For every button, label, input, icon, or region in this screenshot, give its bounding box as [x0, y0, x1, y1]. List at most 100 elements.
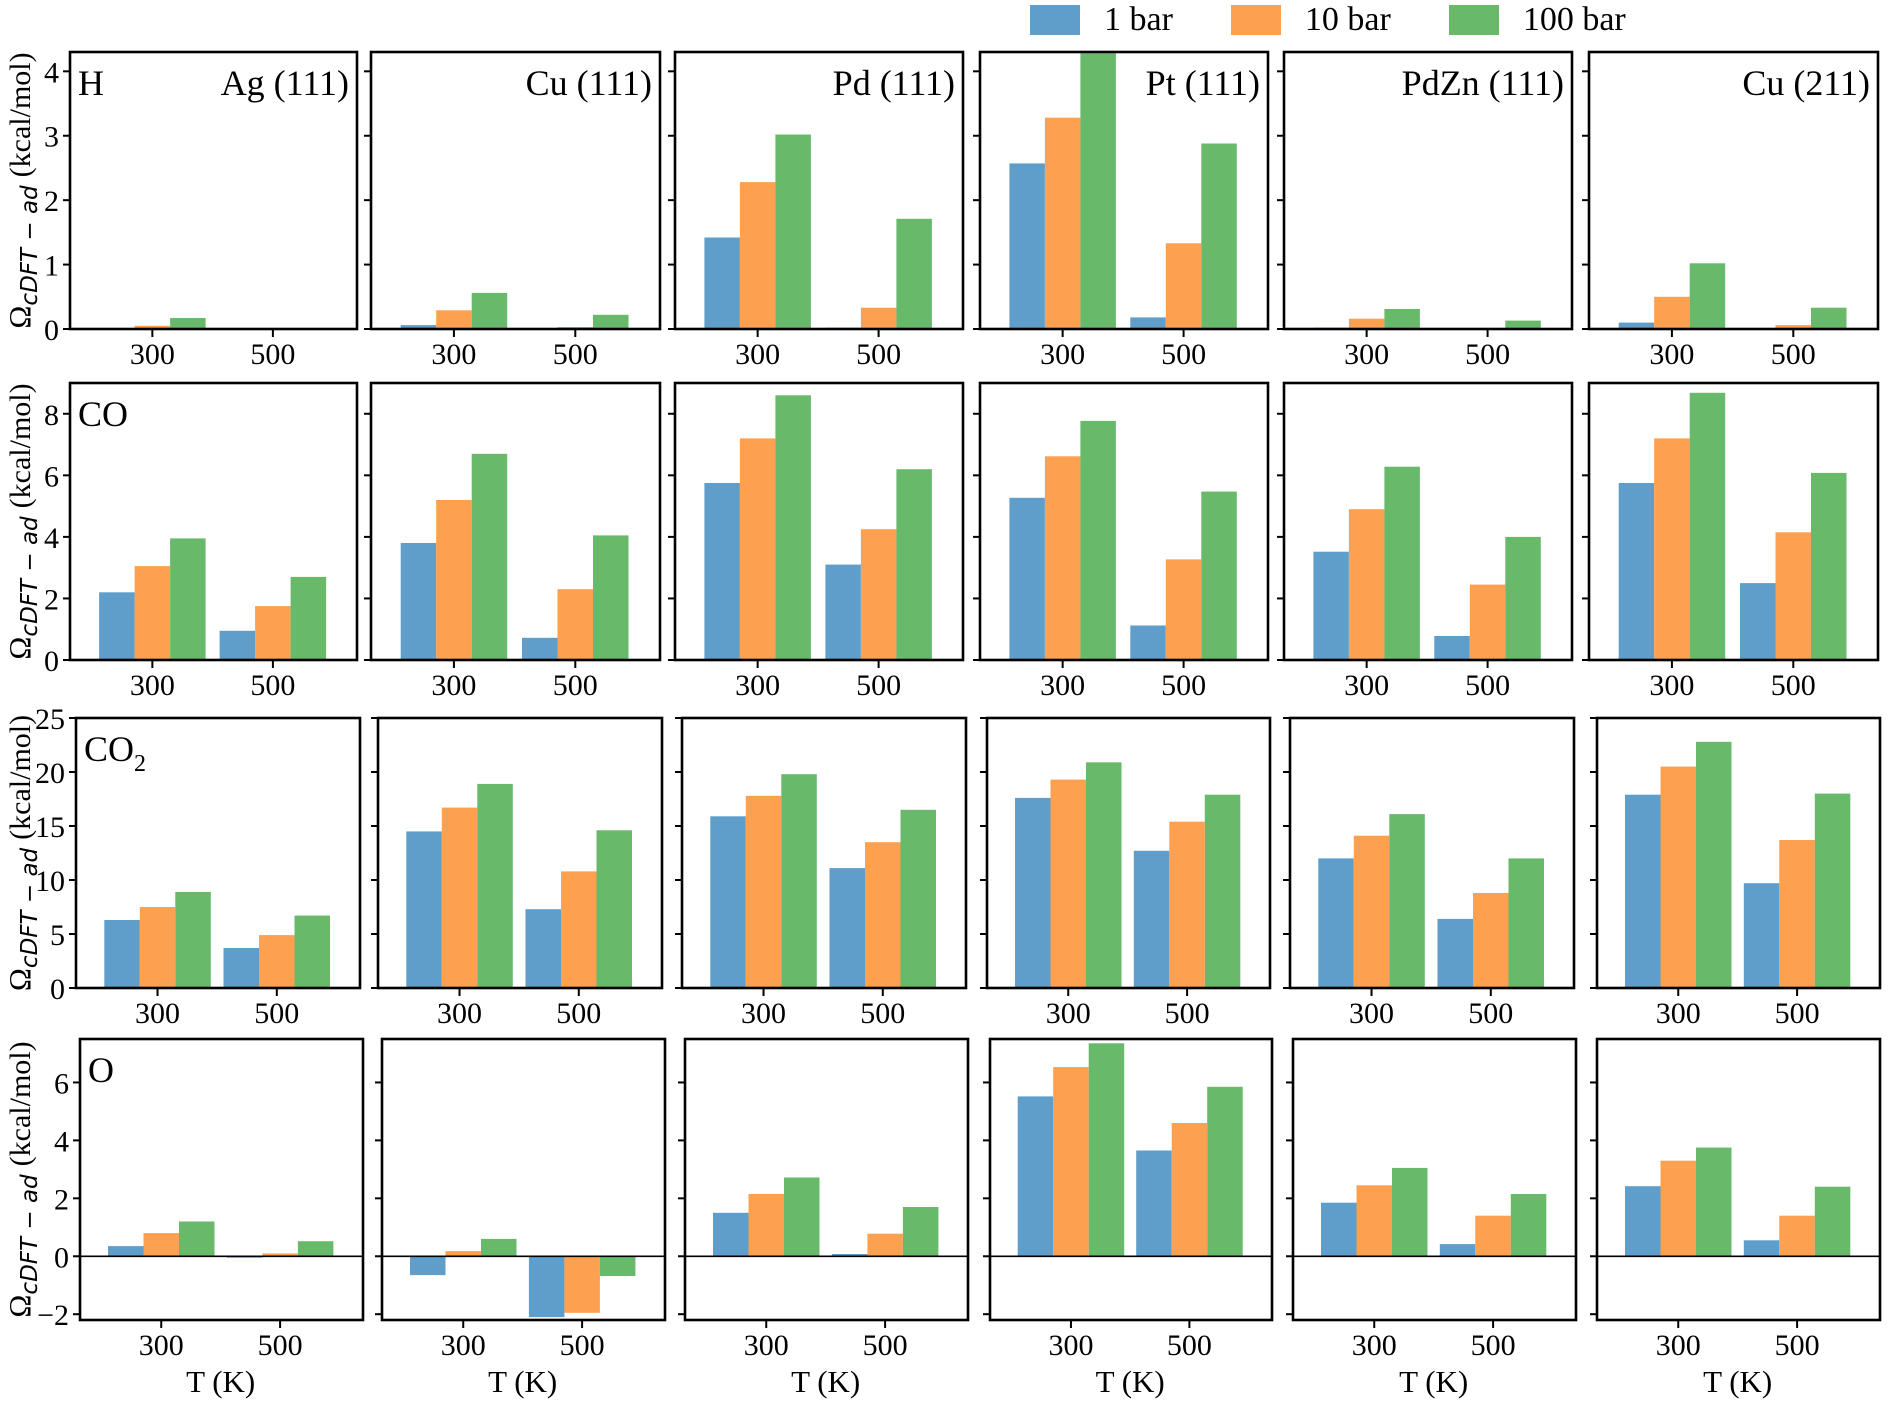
- bar-10-bar-500: [865, 842, 901, 988]
- y-tick-label: 6: [44, 460, 59, 493]
- x-tick-label-500: 500: [553, 669, 598, 702]
- y-tick-label: 1: [44, 250, 59, 283]
- legend-item-1-bar: 1 bar: [1030, 1, 1173, 39]
- bar-1-bar-300: [1009, 497, 1045, 660]
- bar-10-bar-500: [564, 1256, 600, 1313]
- bar-1-bar-500: [1434, 636, 1470, 660]
- bar-10-bar-300: [1654, 296, 1690, 329]
- bar-1-bar-500: [829, 868, 865, 988]
- bar-100-bar-300: [1086, 762, 1122, 988]
- bar-100-bar-500: [1814, 1186, 1851, 1257]
- y-tick-label: 20: [35, 757, 65, 790]
- panel-frame: [673, 381, 965, 662]
- bar-100-bar-300: [481, 1238, 517, 1257]
- bar-10-bar-500: [259, 935, 295, 988]
- x-tick-label-500: 500: [254, 997, 299, 1030]
- bar-100-bar-500: [1814, 793, 1851, 988]
- y-tick-label: 0: [44, 314, 59, 347]
- x-axis-label: T (K): [1096, 1364, 1165, 1399]
- bar-10-bar-300: [1654, 438, 1690, 660]
- x-tick-label-300: 300: [135, 997, 180, 1030]
- x-tick-label-500: 500: [1465, 669, 1510, 702]
- x-tick-label-300: 300: [735, 669, 780, 702]
- x-tick-label-500: 500: [1775, 1329, 1820, 1362]
- adsorbate-label-co: CO: [78, 394, 128, 434]
- bar-10-bar-500: [1171, 1123, 1208, 1257]
- x-tick-label-500: 500: [1161, 338, 1206, 371]
- x-tick-label-500: 500: [1775, 997, 1820, 1030]
- y-axis-label-subscript: cDFT − ad: [17, 516, 43, 637]
- x-tick-label-500: 500: [556, 997, 601, 1030]
- bar-100-bar-300: [1080, 420, 1116, 660]
- panel-frame: [1587, 50, 1880, 331]
- bar-100-bar-300: [1389, 814, 1425, 988]
- bar-10-bar-300: [441, 807, 478, 988]
- x-tick-label-300: 300: [431, 669, 476, 702]
- bar-1-bar-500: [223, 948, 259, 988]
- y-tick-label: −2: [37, 1299, 69, 1332]
- panel-co-pt-111: 300 500: [973, 381, 1270, 702]
- bar-10-bar-300: [1044, 456, 1081, 660]
- bar-100-bar-500: [1201, 143, 1237, 329]
- surface-label-pt-111: Pt (111): [1146, 63, 1260, 103]
- bar-10-bar-300: [1348, 318, 1385, 329]
- y-axis-label-subscript: cDFT − ad: [17, 847, 43, 968]
- x-tick-label-500: 500: [1468, 997, 1513, 1030]
- bar-100-bar-300: [477, 783, 513, 988]
- bar-10-bar-500: [561, 871, 597, 988]
- bar-1-bar-300: [406, 831, 442, 988]
- x-tick-label-300: 300: [1048, 1329, 1093, 1362]
- bar-10-bar-300: [436, 310, 472, 329]
- bar-1-bar-300: [1321, 1202, 1357, 1257]
- legend-item-10-bar: 10 bar: [1230, 1, 1391, 39]
- x-tick-label-300: 300: [1046, 997, 1091, 1030]
- panel-frame: [376, 716, 664, 990]
- x-tick-label-300: 300: [1352, 1329, 1397, 1362]
- adsorbate-label-h: H: [78, 63, 104, 103]
- panel-co-ag-111: 0 2 4 6 8 300 500 CO: [44, 381, 359, 702]
- bar-100-bar-500: [902, 1207, 939, 1257]
- x-tick-label-300: 300: [744, 1329, 789, 1362]
- x-tick-label-300: 300: [1656, 997, 1701, 1030]
- x-tick-label-300: 300: [735, 338, 780, 371]
- surface-label-ag-111: Ag (111): [221, 63, 349, 103]
- y-axis-label-symbol: Ω: [2, 968, 37, 991]
- panel-co2-cu-111: 300 500: [371, 716, 664, 1030]
- panel-frame: [380, 1037, 667, 1322]
- x-axis-label: T (K): [186, 1364, 255, 1399]
- bar-100-bar-500: [1207, 1086, 1243, 1257]
- bar-10-bar-500: [867, 1233, 903, 1257]
- bar-10-bar-500: [262, 1253, 298, 1257]
- bar-100-bar-500: [593, 314, 629, 329]
- y-axis-label-symbol: Ω: [2, 637, 37, 660]
- bar-10-bar-300: [1053, 1067, 1089, 1257]
- bar-10-bar-500: [1469, 584, 1506, 660]
- panel-co-cu-111: 300 500: [364, 381, 662, 702]
- surface-label-cu-111: Cu (111): [526, 63, 652, 103]
- bar-1-bar-500: [528, 1256, 565, 1318]
- bar-1-bar-500: [831, 1254, 868, 1257]
- panel-frame: [1587, 381, 1880, 662]
- x-tick-label-500: 500: [1167, 1329, 1212, 1362]
- panel-h-ag-111: 0 1 2 3 4 300 500 Ag (111) H: [44, 50, 359, 371]
- bar-1-bar-300: [704, 483, 740, 660]
- bar-10-bar-500: [557, 589, 593, 660]
- bar-1-bar-500: [525, 909, 561, 988]
- bar-10-bar-500: [860, 307, 897, 329]
- y-axis-label-unit: (kcal/mol): [4, 383, 37, 508]
- bar-1-bar-300: [1015, 797, 1051, 988]
- bar-10-bar-300: [1353, 835, 1390, 988]
- panel-frame: [680, 716, 968, 990]
- bar-1-bar-300: [104, 920, 140, 988]
- bar-1-bar-500: [1740, 583, 1776, 660]
- y-axis-label: ΩcDFT − ad (kcal/mol): [2, 715, 43, 991]
- y-tick-label: 0: [50, 973, 65, 1006]
- bar-10-bar-500: [1779, 840, 1815, 988]
- y-tick-label: 10: [35, 865, 65, 898]
- bar-1-bar-500: [522, 637, 558, 660]
